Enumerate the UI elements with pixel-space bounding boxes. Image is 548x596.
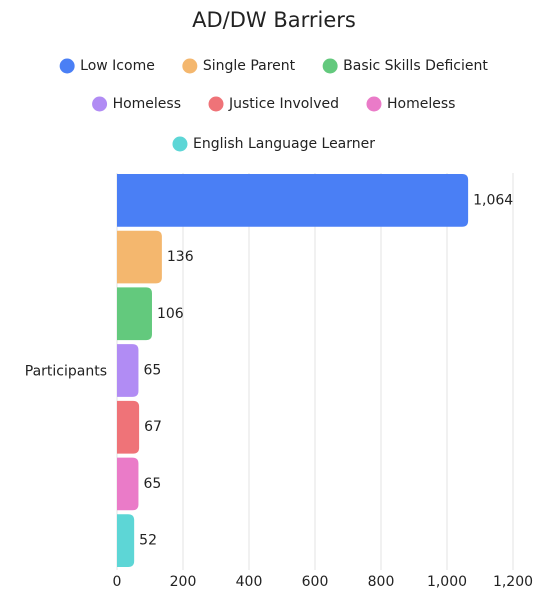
bar	[117, 457, 139, 511]
x-tick-label: 400	[236, 574, 263, 590]
x-tick-label: 200	[170, 574, 197, 590]
legend-label: Justice Involved	[228, 96, 339, 112]
legend-label: English Language Learner	[193, 136, 375, 152]
x-tick-label: 0	[113, 574, 122, 590]
data-label: 65	[143, 476, 161, 492]
data-label: 65	[143, 363, 161, 379]
bar	[117, 230, 162, 284]
legend-item: Low Icome	[59, 58, 155, 74]
legend-label: Single Parent	[203, 58, 296, 74]
bar	[117, 287, 152, 341]
legend-label: Homeless	[387, 96, 455, 112]
legend-label: Homeless	[113, 96, 181, 112]
legend-item: Homeless	[366, 96, 455, 112]
legend-item: Basic Skills Deficient	[322, 58, 488, 74]
data-label: 67	[144, 419, 162, 435]
legend-label: Basic Skills Deficient	[343, 58, 488, 74]
data-label: 52	[139, 533, 157, 549]
x-tick-label: 1,000	[427, 574, 467, 590]
x-tick-label: 600	[302, 574, 329, 590]
chart-title: AD/DW Barriers	[192, 8, 356, 32]
legend-item: Single Parent	[182, 58, 296, 74]
legend-marker	[366, 96, 382, 112]
legend-item: Justice Involved	[208, 96, 339, 112]
legend-item: English Language Learner	[172, 136, 375, 152]
data-label: 1,064	[473, 192, 513, 208]
legend-item: Homeless	[92, 96, 181, 112]
x-tick-label: 1,200	[493, 574, 533, 590]
data-label: 136	[167, 249, 194, 265]
legend-marker	[322, 58, 338, 74]
legend-marker	[208, 96, 224, 112]
bar	[117, 344, 139, 397]
data-label: 106	[157, 306, 184, 322]
bar	[117, 174, 469, 227]
y-tick-label: Participants	[25, 364, 107, 380]
legend-marker	[172, 136, 188, 152]
legend-label: Low Icome	[80, 58, 155, 74]
legend-marker	[182, 58, 198, 74]
legend-marker	[92, 96, 108, 112]
bar	[117, 400, 140, 454]
x-tick-label: 800	[368, 574, 395, 590]
bar	[117, 514, 135, 567]
grid	[116, 173, 514, 570]
legend-marker	[59, 58, 75, 74]
